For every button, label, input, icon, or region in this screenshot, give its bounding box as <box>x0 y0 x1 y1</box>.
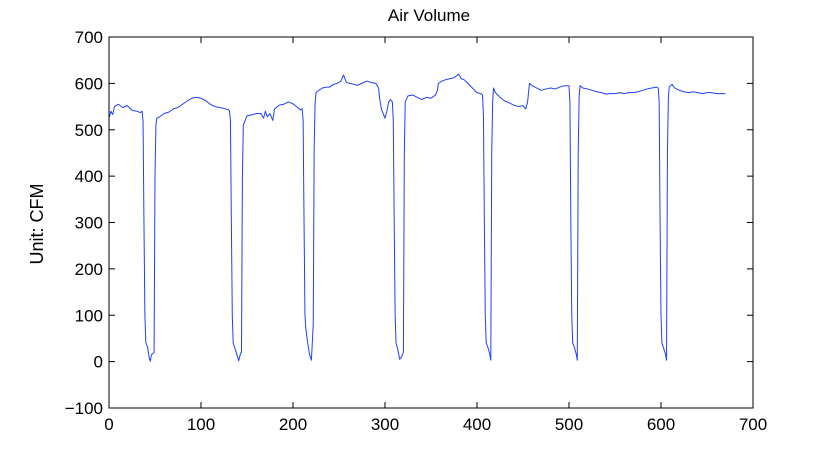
x-tick-label: 400 <box>463 415 491 434</box>
x-tick-label: 100 <box>187 415 215 434</box>
x-tick-label: 0 <box>104 415 113 434</box>
series-line-0 <box>108 73 726 362</box>
x-tick-label: 300 <box>371 415 399 434</box>
y-axis-label: Unit: CFM <box>27 184 47 265</box>
y-tick-label: 500 <box>75 121 103 140</box>
y-tick-label: 400 <box>75 167 103 186</box>
axes-box <box>108 36 754 409</box>
x-tick-label: 500 <box>555 415 583 434</box>
x-tick-label: 600 <box>647 415 675 434</box>
y-tick-label: 100 <box>75 306 103 325</box>
axis-ticks: 0 100 200 300 400 500 600 700−10001002003004005… <box>65 28 767 434</box>
x-tick-label: 700 <box>739 415 767 434</box>
y-tick-label: 300 <box>75 214 103 233</box>
y-tick-label: 700 <box>75 28 103 47</box>
x-tick-label: 200 <box>279 415 307 434</box>
y-tick-label: 600 <box>75 74 103 93</box>
plot-area <box>108 73 726 362</box>
y-tick-label: 200 <box>75 260 103 279</box>
y-tick-label: −100 <box>65 399 103 418</box>
chart-title: Air Volume <box>388 6 470 25</box>
y-tick-label: 0 <box>94 353 103 372</box>
